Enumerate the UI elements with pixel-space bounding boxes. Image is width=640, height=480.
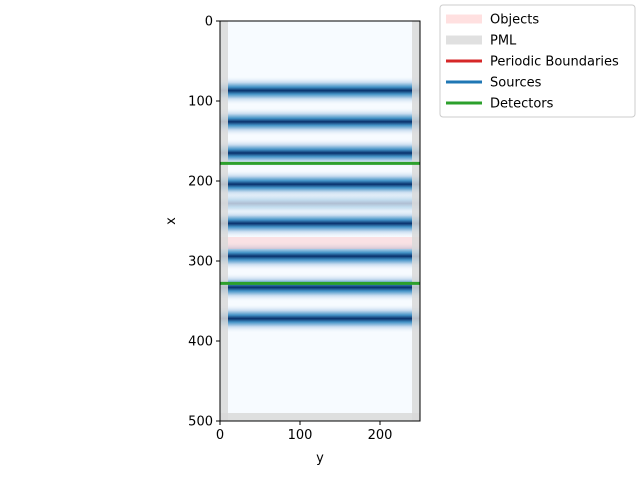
x-axis-ticks: 0 100 200: [216, 421, 393, 443]
plot-area: [220, 21, 420, 421]
axes-frame: [219, 20, 421, 422]
field-band: [220, 76, 420, 105]
pml-region-left: [220, 21, 228, 421]
field-band: [220, 107, 420, 137]
y-tick-label: 400: [188, 335, 213, 350]
detectors-layer: [220, 161, 420, 285]
y-tick-label: 500: [188, 415, 213, 430]
field-band: [220, 273, 420, 302]
y-tick-label: 100: [188, 95, 213, 110]
legend-label: Objects: [490, 13, 539, 28]
y-tick-label: 0: [205, 15, 213, 30]
pml-region-right: [412, 21, 420, 421]
x-tick-label: 200: [368, 428, 393, 443]
legend: Objects PML Periodic Boundaries Sources Dete…: [439, 4, 636, 118]
x-tick-label: 100: [288, 428, 313, 443]
y-tick-label: 300: [188, 255, 213, 270]
field-band: [220, 304, 420, 333]
x-tick-label: 0: [216, 428, 224, 443]
field-band: [220, 209, 420, 238]
legend-label: Sources: [490, 76, 542, 91]
legend-label: Detectors: [490, 97, 554, 112]
field-band: [220, 241, 420, 271]
legend-label: PML: [490, 34, 517, 49]
objects-layer: [220, 237, 420, 249]
object-region: [220, 237, 420, 249]
y-axis-label: x: [164, 217, 179, 225]
x-axis-label: y: [316, 451, 324, 466]
pml-layer: [220, 21, 420, 421]
legend-box: [439, 4, 636, 118]
legend-label: Periodic Boundaries: [490, 55, 619, 70]
pml-region-bottom: [220, 413, 420, 421]
y-axis-ticks: 0 100 200 300 400 500: [188, 15, 220, 430]
field-bands: [220, 76, 420, 333]
y-tick-label: 200: [188, 175, 213, 190]
